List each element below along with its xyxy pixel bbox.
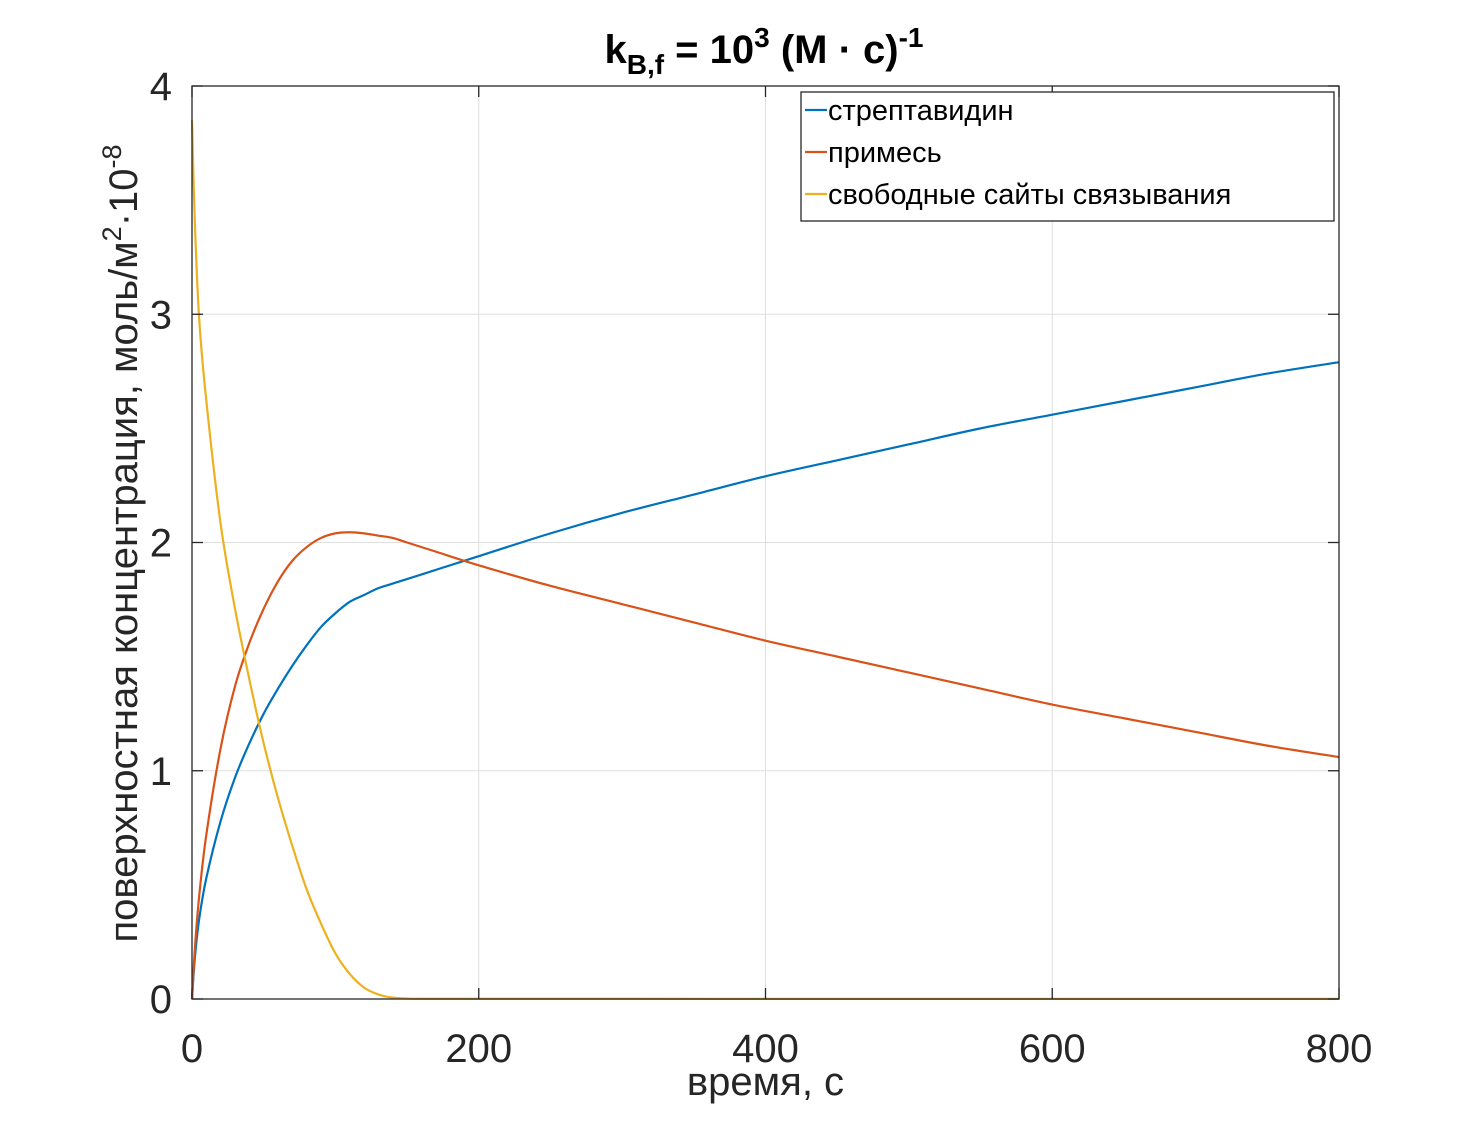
legend-label: стрептавидин — [828, 95, 1014, 127]
x-tick-label: 0 — [181, 1027, 203, 1071]
title-exp: 3 — [754, 22, 770, 53]
title-unit-exp: -1 — [899, 22, 924, 53]
legend-box — [800, 91, 1335, 222]
legend: стрептавидин примесь свободные сайты связы… — [800, 91, 1335, 222]
ylabel-sup2: -8 — [97, 144, 127, 168]
x-tick-label: 600 — [1019, 1027, 1086, 1071]
y-tick-label: 1 — [150, 750, 172, 794]
title-subscript: B,f — [627, 49, 665, 80]
y-tick-label: 2 — [150, 522, 172, 566]
ylabel-mid: ·10 — [102, 168, 146, 226]
legend-label: примесь — [828, 137, 942, 169]
x-tick-label: 400 — [732, 1027, 799, 1071]
grid — [191, 85, 1340, 1000]
chart-title: kB,f = 103 (M · c)-1 — [604, 22, 923, 80]
x-axis-label: время, с — [687, 1060, 844, 1104]
y-axis-label: поверхностная концентрация, моль/м2·10-8 — [97, 144, 146, 942]
legend-label: свободные сайты связывания — [828, 179, 1231, 211]
series-line-1 — [190, 361, 1340, 1000]
title-unit: (M · c) — [770, 28, 899, 72]
series-line-2 — [190, 531, 1340, 1000]
y-tick-label: 3 — [150, 293, 172, 337]
title-equals: = 10 — [664, 28, 754, 72]
ticks: 0 200 400 600 800 0 1 2 3 4 — [150, 65, 1373, 1071]
ylabel-text: поверхностная концентрация, моль/м — [102, 241, 146, 942]
x-tick-label: 800 — [1306, 1027, 1373, 1071]
y-tick-label: 0 — [150, 978, 172, 1022]
ylabel-sup1: 2 — [97, 226, 127, 241]
y-tick-label: 4 — [150, 65, 172, 109]
title-main: k — [604, 28, 627, 72]
x-tick-label: 200 — [445, 1027, 512, 1071]
